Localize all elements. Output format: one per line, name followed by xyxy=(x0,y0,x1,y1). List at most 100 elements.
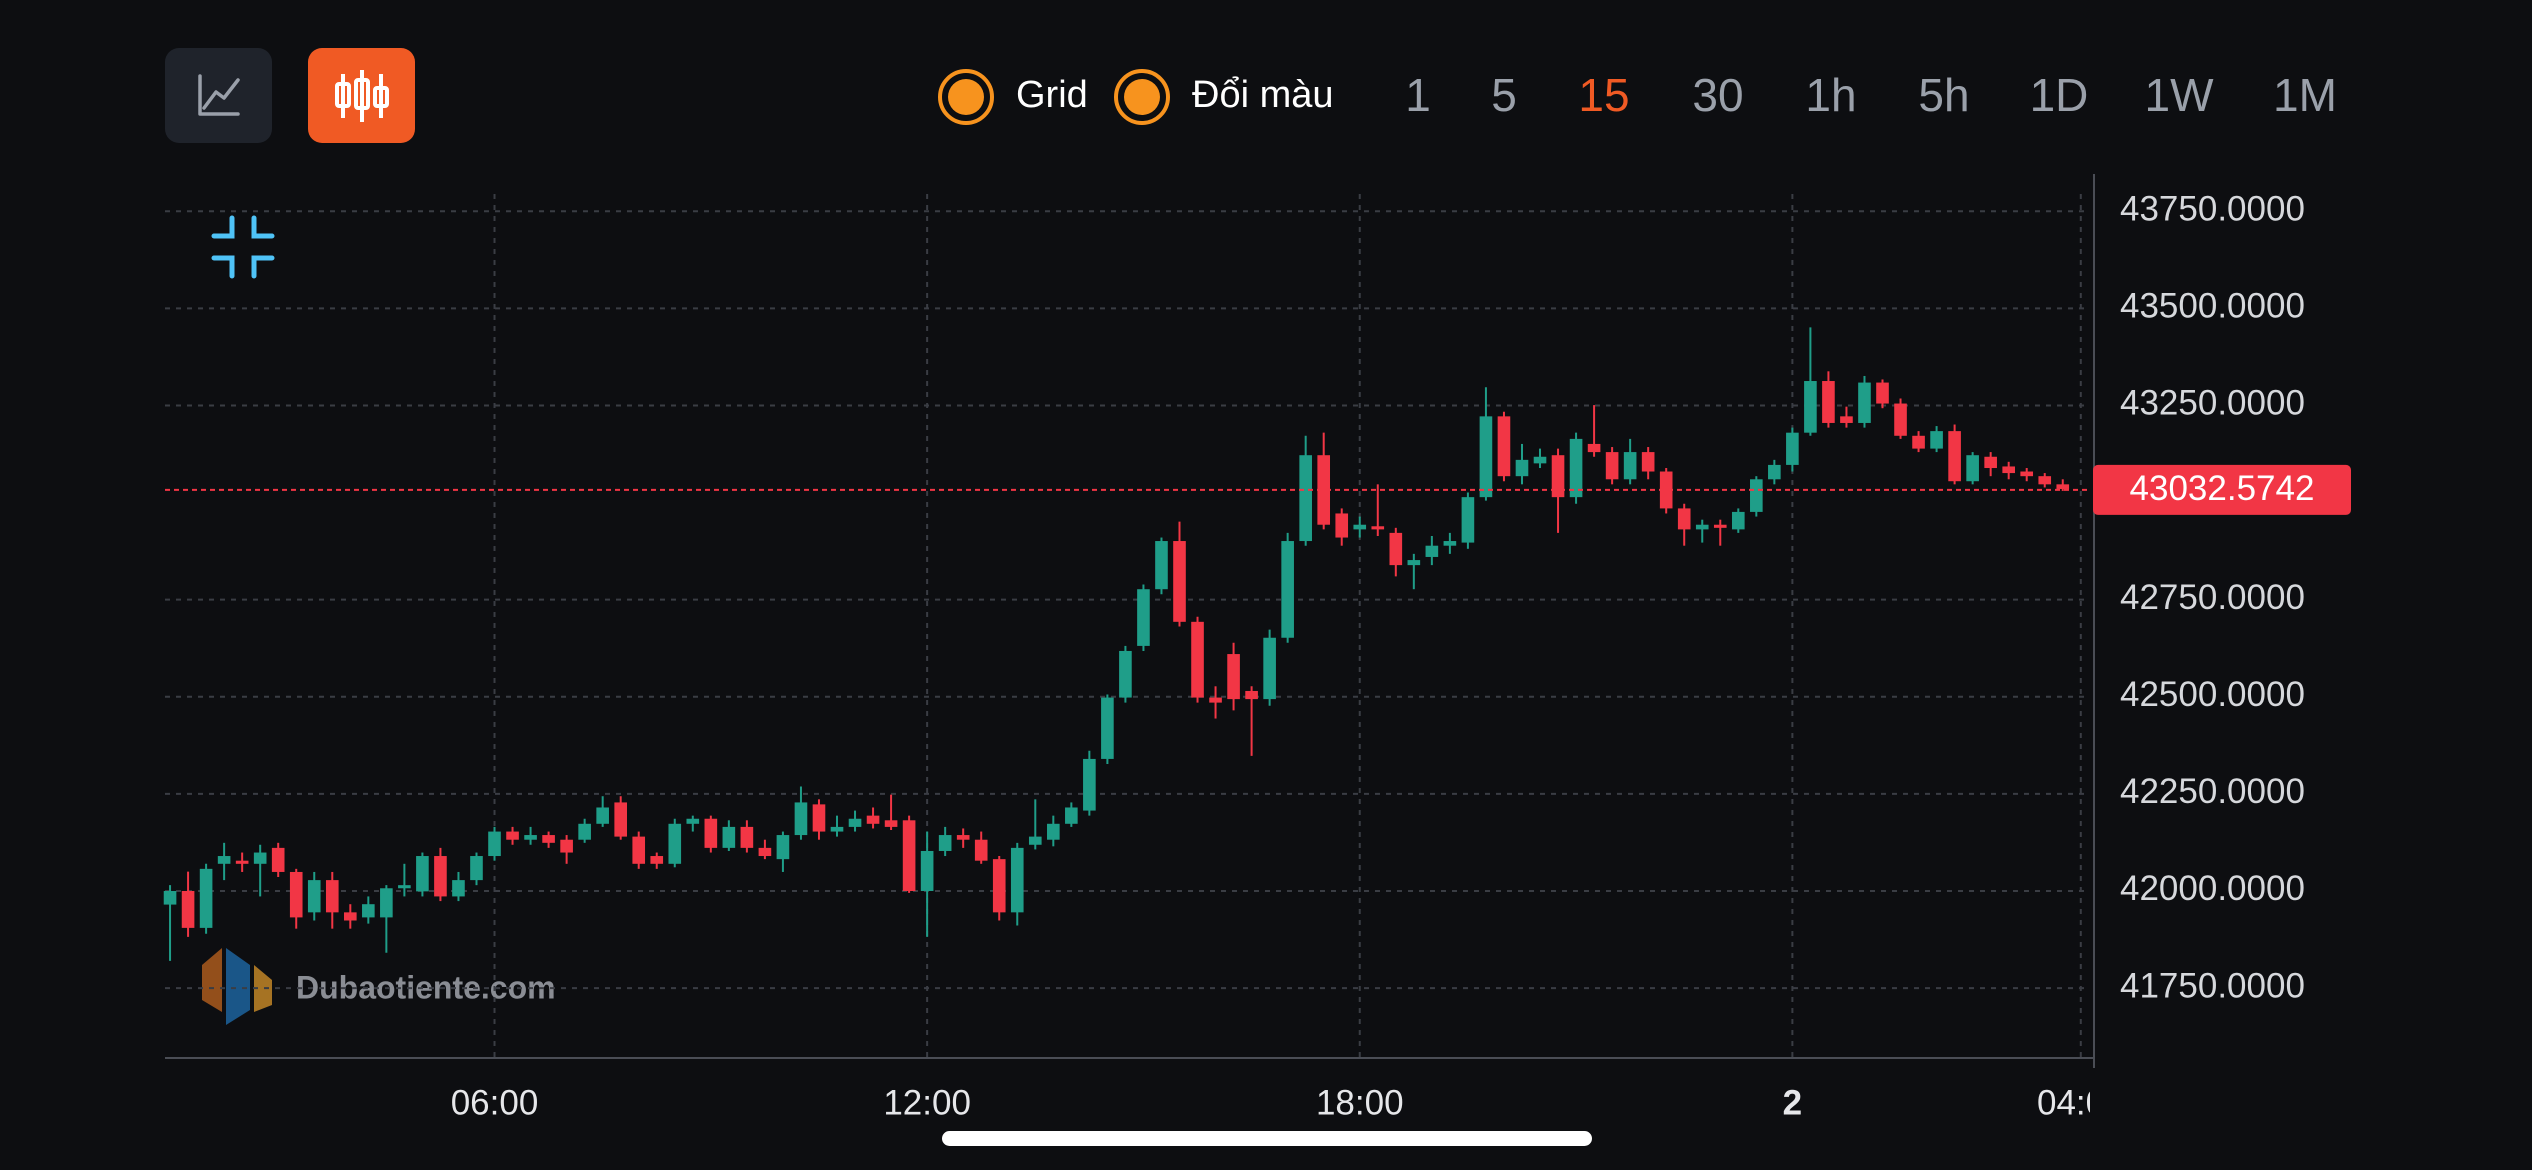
y-tick-label: 42500.0000 xyxy=(2120,675,2305,714)
candle-body xyxy=(1245,690,1258,700)
candle-body xyxy=(163,890,177,905)
interval-option[interactable]: 1W xyxy=(2145,69,2215,121)
y-tick-label: 43750.0000 xyxy=(2120,190,2305,229)
x-tick-label: 12:00 xyxy=(883,1083,971,1122)
candle-body xyxy=(1173,541,1186,622)
candle-body xyxy=(794,802,808,836)
candle-body xyxy=(253,852,267,864)
candle-body xyxy=(1353,524,1367,530)
collapse-icon[interactable] xyxy=(211,215,275,279)
toggle-ring[interactable] xyxy=(938,69,994,125)
toggle-label[interactable]: Grid xyxy=(1016,74,1088,116)
candle-body xyxy=(398,885,411,889)
candle-body xyxy=(1209,697,1222,703)
candle-body xyxy=(722,826,736,848)
interval-option[interactable]: 1M xyxy=(2273,69,2337,121)
candle-body xyxy=(1966,455,1979,482)
interval-option[interactable]: 1h xyxy=(1805,69,1856,121)
candle-body xyxy=(1263,637,1276,700)
watermark-logo xyxy=(202,948,272,1025)
candle-body xyxy=(1677,508,1691,530)
toggle-label[interactable]: Đổi màu xyxy=(1192,74,1334,116)
toggle-dot[interactable] xyxy=(1124,79,1160,115)
y-tick-label: 43500.0000 xyxy=(2120,287,2305,326)
candle-body xyxy=(1227,654,1240,700)
toggle-dot[interactable] xyxy=(948,79,984,115)
candle-body xyxy=(1407,560,1421,566)
candle-body xyxy=(920,850,934,891)
candle-body xyxy=(307,880,321,913)
last-price-box xyxy=(2093,464,2351,515)
candle-body xyxy=(506,831,519,840)
interval-option[interactable]: 1 xyxy=(1405,69,1431,121)
y-tick-label: 41750.0000 xyxy=(2120,966,2305,1005)
candle-body xyxy=(1768,464,1781,480)
candle-body xyxy=(325,880,339,913)
interval-option[interactable]: 30 xyxy=(1692,69,1743,121)
candle-chart-button[interactable] xyxy=(308,48,415,143)
candle-body xyxy=(992,859,1006,913)
candle-body xyxy=(1101,697,1114,759)
candle-body xyxy=(974,839,988,861)
candle-body xyxy=(668,823,682,864)
candle-body xyxy=(1155,541,1168,590)
candle-body xyxy=(1083,758,1096,811)
candle-body xyxy=(1750,479,1763,512)
candle-body xyxy=(632,836,646,864)
candle-body xyxy=(289,871,303,918)
candle-body xyxy=(343,912,357,921)
candle-icon[interactable] xyxy=(335,70,389,122)
last-price-label: 43032.5742 xyxy=(2130,469,2315,508)
candle-body xyxy=(1804,381,1817,433)
candle-body xyxy=(1389,532,1403,566)
candle-body xyxy=(416,856,429,892)
candle-body xyxy=(1912,435,1925,449)
candle-body xyxy=(1137,589,1150,646)
candle-body xyxy=(902,820,916,891)
candle-body xyxy=(1641,452,1655,472)
candle-body xyxy=(1623,452,1637,480)
candle-body xyxy=(217,856,231,864)
candle-body xyxy=(380,888,393,918)
candle-body xyxy=(1425,545,1439,557)
candle-body xyxy=(956,835,970,840)
candle-body xyxy=(488,831,501,857)
candle-body xyxy=(758,847,772,857)
interval-option[interactable]: 5 xyxy=(1491,69,1517,121)
candle-body xyxy=(650,856,664,864)
candle-body xyxy=(1858,382,1871,423)
x-tick-label: 2 xyxy=(1783,1083,1802,1122)
candle-body xyxy=(1569,438,1583,498)
interval-option[interactable]: 5h xyxy=(1918,69,1969,121)
candle-body xyxy=(1515,459,1529,477)
candle-body xyxy=(1533,456,1547,464)
interval-option[interactable]: 1D xyxy=(2030,69,2089,121)
candle-body xyxy=(1984,456,1997,469)
candle-body xyxy=(686,818,700,824)
candle-body xyxy=(596,807,609,824)
candle-body xyxy=(1371,526,1385,530)
interval-option[interactable]: 15 xyxy=(1578,69,1629,121)
candle-body xyxy=(1876,382,1889,404)
candle-body xyxy=(181,890,195,928)
candle-body xyxy=(1119,650,1132,698)
toggle-ring[interactable] xyxy=(1114,69,1170,125)
y-tick-label: 42750.0000 xyxy=(2120,578,2305,617)
candle-body xyxy=(1443,541,1457,546)
candle-body xyxy=(1840,416,1853,423)
candle-body xyxy=(1659,471,1673,509)
line-icon[interactable] xyxy=(198,74,240,116)
candle-body xyxy=(1587,443,1601,453)
line-chart-button[interactable] xyxy=(165,48,272,143)
candle-body xyxy=(1335,513,1349,538)
candle-body xyxy=(1065,807,1078,824)
candle-body xyxy=(2056,484,2070,489)
candle-body xyxy=(524,835,537,840)
candle-body xyxy=(1930,431,1943,449)
candle-body xyxy=(1551,455,1565,498)
y-tick-label: 42250.0000 xyxy=(2120,772,2305,811)
candle-body xyxy=(704,818,718,848)
candle-body xyxy=(470,856,483,881)
